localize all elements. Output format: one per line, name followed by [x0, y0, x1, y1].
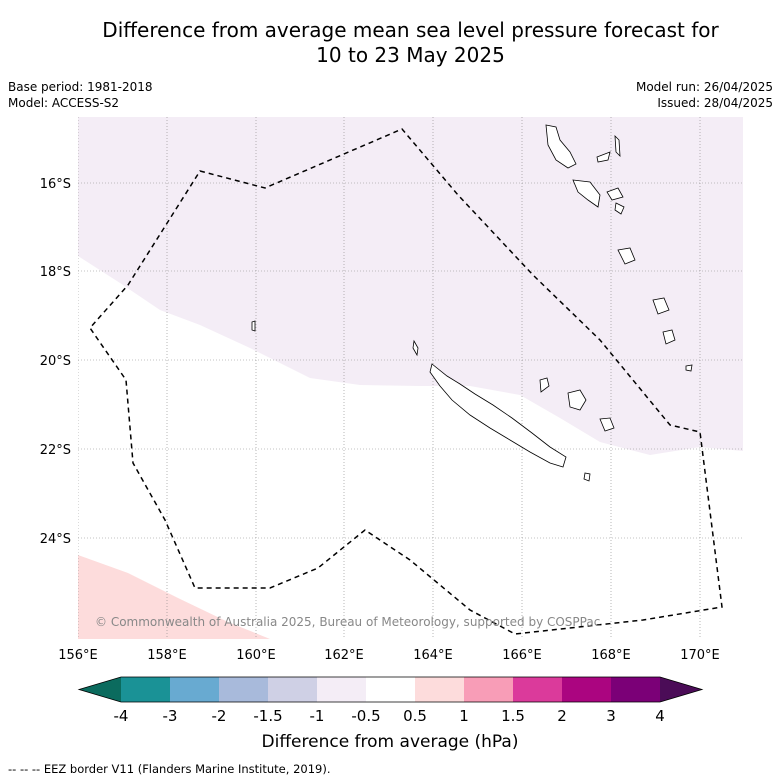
lon-tick-164e: 164°E	[413, 648, 453, 663]
model-run: Model run: 26/04/2025	[635, 80, 773, 94]
map-area: © Commonwealth of Australia 2025, Bureau…	[78, 117, 743, 639]
map-title: Difference from average mean sea level p…	[40, 18, 781, 68]
coastlines	[251, 124, 693, 482]
lon-tick-162e: 162°E	[324, 648, 364, 663]
chesterfield-reef	[251, 320, 256, 332]
tanna-island	[662, 329, 676, 345]
colorbar: -4 -3 -2 -1.5 -1 -0.5 0.5 1 1.5 2 3 4	[77, 676, 704, 725]
lifou-island	[567, 389, 587, 411]
ambae-island	[596, 151, 611, 163]
colorbar-segment	[611, 677, 660, 702]
espiritu-santo-island	[545, 124, 577, 169]
efate-island	[617, 247, 636, 265]
eez-footnote: -- -- -- EEZ border V11 (Flanders Marine…	[8, 762, 331, 776]
model-name: Model: ACCESS-S2	[8, 96, 120, 110]
colorbar-low-extension	[79, 677, 121, 702]
belep-islands	[412, 339, 419, 357]
lat-tick-24s: 24°S	[40, 532, 71, 547]
colorbar-outline	[77, 676, 704, 703]
colorbar-segment	[219, 677, 268, 702]
title-line-2: 10 to 23 May 2025	[316, 43, 505, 67]
lat-tick-18s: 18°S	[40, 265, 71, 280]
colorbar-segment	[366, 677, 415, 702]
colorbar-tick-label: 1	[459, 707, 469, 725]
colorbar-segment	[268, 677, 317, 702]
lon-tick-168e: 168°E	[591, 648, 631, 663]
colorbar-label: Difference from average (hPa)	[262, 732, 519, 752]
isle-of-pines	[583, 472, 591, 482]
colorbar-tick-label: -1	[310, 707, 325, 725]
colorbar-tick-label: 0.5	[403, 707, 427, 725]
lon-tick-166e: 166°E	[502, 648, 542, 663]
colorbar-tick-label: -3	[163, 707, 178, 725]
base-period: Base period: 1981-2018	[8, 80, 153, 94]
colorbar-tick-label: -0.5	[351, 707, 380, 725]
colorbar-segment	[121, 677, 170, 702]
erromango-island	[652, 297, 670, 315]
region-0.5-to-1	[78, 555, 270, 639]
mare-island	[599, 417, 615, 432]
lon-tick-158e: 158°E	[147, 648, 187, 663]
colorbar-segment	[464, 677, 513, 702]
colorbar-tick-label: -1.5	[253, 707, 282, 725]
colorbar-tick-label: -4	[114, 707, 129, 725]
meta-left: Base period: 1981-2018 Model: ACCESS-S2	[8, 79, 153, 111]
region-minus1-to-minus0.5	[78, 117, 743, 455]
colorbar-tick-label: 3	[606, 707, 616, 725]
grid-lines	[78, 117, 743, 639]
colorbar-segment	[170, 677, 219, 702]
copyright-notice: © Commonwealth of Australia 2025, Bureau…	[95, 615, 600, 629]
lat-tick-22s: 22°S	[40, 443, 71, 458]
epi-island	[614, 202, 625, 215]
lat-tick-labels: 16°S 18°S 20°S 22°S 24°S	[40, 177, 71, 547]
title-line-1: Difference from average mean sea level p…	[102, 18, 719, 42]
colorbar-high-extension	[660, 677, 702, 702]
lat-tick-16s: 16°S	[40, 177, 71, 192]
lon-tick-156e: 156°E	[58, 648, 98, 663]
maewo-pentecost-islands	[614, 134, 621, 158]
issued-date: Issued: 28/04/2025	[657, 96, 773, 110]
lat-tick-20s: 20°S	[40, 354, 71, 369]
aneityum-island	[685, 364, 693, 372]
colorbar-tick-label: 1.5	[501, 707, 525, 725]
colorbar-segment	[562, 677, 611, 702]
colorbar-segment	[415, 677, 464, 702]
colorbar-segment	[317, 677, 366, 702]
colorbar-tick-label: 4	[655, 707, 665, 725]
meta-right: Model run: 26/04/2025 Issued: 28/04/2025	[636, 79, 773, 111]
ambrym-island	[606, 187, 624, 201]
colorbar-tick-label: 2	[557, 707, 567, 725]
malakula-island	[572, 179, 601, 208]
lon-tick-170e: 170°E	[680, 648, 720, 663]
ouvea-island	[539, 377, 550, 393]
eez-border	[89, 128, 723, 635]
lon-tick-160e: 160°E	[236, 648, 276, 663]
colorbar-segment	[513, 677, 562, 702]
colorbar-tick-label: -2	[212, 707, 227, 725]
new-caledonia-island	[429, 363, 567, 468]
lon-tick-labels: 156°E 158°E 160°E 162°E 164°E 166°E 168°…	[58, 648, 720, 663]
